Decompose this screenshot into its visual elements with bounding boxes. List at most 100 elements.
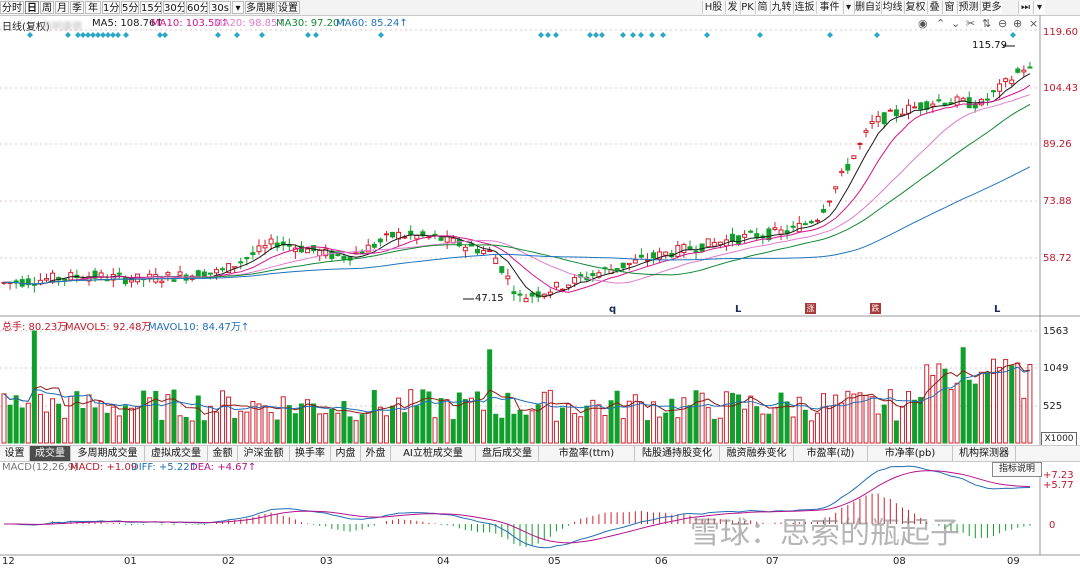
indicator-tab-4[interactable]: 金额 [208, 446, 238, 461]
period-button-14[interactable]: 设置 [276, 1, 300, 14]
volume-bar [766, 413, 772, 444]
period-button-7[interactable]: 5分 [121, 1, 139, 14]
volume-bar [238, 410, 244, 444]
candlestick [371, 243, 377, 248]
candlestick [487, 250, 493, 253]
indicator-tab-13[interactable]: 融资融券变化 [720, 446, 794, 461]
candlestick [43, 278, 49, 281]
next-icon[interactable]: ⏭ [1018, 1, 1032, 14]
signal-diamond [115, 32, 121, 38]
indicator-tab-11[interactable]: 市盈率(ttm) [539, 446, 635, 461]
period-button-13[interactable]: 多周期 [245, 1, 275, 14]
marker-q[interactable]: q [609, 304, 617, 315]
volume-bar [614, 390, 620, 444]
indicator-tab-7[interactable]: 内盘 [331, 446, 361, 461]
close-icon[interactable]: × [1029, 17, 1039, 30]
tool-button-7[interactable]: ▾ [843, 1, 853, 14]
tool-button-6[interactable]: 事件 [816, 1, 842, 14]
tool-button-12[interactable]: 窗 [942, 1, 956, 14]
candlestick [997, 83, 1003, 92]
tool-button-0[interactable]: H股 [702, 1, 724, 14]
volume-bar [742, 408, 748, 444]
event-marker-down[interactable]: 跌 [870, 303, 881, 314]
tool-button-5[interactable]: 连扳 [793, 1, 815, 14]
volume-bar [553, 420, 559, 444]
indicator-tab-8[interactable]: 外盘 [361, 446, 391, 461]
dea-label: DEA: +4.67↑ [190, 462, 257, 473]
price-tick: 104.43 [1043, 83, 1078, 94]
period-button-6[interactable]: 1分 [102, 1, 120, 14]
candlestick [213, 269, 219, 274]
period-button-4[interactable]: 季 [70, 1, 84, 14]
period-button-3[interactable]: 月 [55, 1, 69, 14]
volume-bar [511, 413, 517, 444]
candlestick [317, 249, 323, 257]
volume-bar [984, 372, 990, 444]
tool-button-8[interactable]: 删自选 [854, 1, 880, 14]
indicator-tab-6[interactable]: 换手率 [290, 446, 331, 461]
tool-button-14[interactable]: 更多 [980, 1, 1002, 14]
period-button-2[interactable]: 周 [40, 1, 54, 14]
low-price-label: 47.15 [475, 293, 504, 304]
volume-bar [790, 416, 796, 444]
volume-bar [717, 417, 723, 444]
marker-l[interactable]: L [735, 304, 742, 315]
candlestick [505, 275, 511, 280]
volume-bar [311, 403, 317, 444]
indicator-tab-5[interactable]: 沪深金额 [238, 446, 290, 461]
indicator-tab-12[interactable]: 陆股通持股变化 [635, 446, 720, 461]
period-button-8[interactable]: 15分 [140, 1, 162, 14]
tool-button-1[interactable]: 发 [725, 1, 739, 14]
indicator-tab-1[interactable]: 成交量 [30, 446, 71, 461]
volume-bar [493, 413, 499, 444]
event-marker-up[interactable]: 涨 [805, 303, 816, 314]
zoom-in-icon[interactable]: ⊕ [1013, 17, 1023, 30]
candlestick [462, 246, 468, 252]
scissors-icon[interactable]: ✂ [966, 17, 976, 30]
tool-button-2[interactable]: PK [740, 1, 754, 14]
zoom-out-icon[interactable]: ⊖ [998, 17, 1008, 30]
tool-button-10[interactable]: 复权 [904, 1, 926, 14]
candlestick [553, 281, 559, 288]
indicator-explain-button[interactable]: 指标说明 [992, 462, 1042, 477]
volume-bar [881, 404, 887, 444]
volume-bar [851, 393, 857, 444]
volume-bar [802, 409, 808, 444]
candlestick [456, 239, 462, 247]
period-button-12[interactable]: ▾ [232, 1, 244, 14]
candlestick [1003, 78, 1009, 83]
tool-button-3[interactable]: 简 [755, 1, 769, 14]
signal-diamond [538, 32, 544, 38]
indicator-tab-3[interactable]: 虚拟成交量 [145, 446, 208, 461]
volume-bar [529, 410, 535, 444]
period-button-10[interactable]: 60分 [186, 1, 208, 14]
up-icon[interactable]: ⌃ [936, 17, 946, 30]
period-button-0[interactable]: 分时 [0, 1, 24, 14]
indicator-tab-2[interactable]: 多周期成交量 [71, 446, 145, 461]
marker-l[interactable]: L [994, 304, 1001, 315]
volume-bar [335, 412, 341, 444]
tool-button-13[interactable]: 预测 [957, 1, 979, 14]
signal-diamond [90, 32, 96, 38]
candlestick [323, 248, 329, 257]
tool-button-9[interactable]: 均线 [881, 1, 903, 14]
period-button-9[interactable]: 30分 [163, 1, 185, 14]
indicator-tab-14[interactable]: 市盈率(动) [794, 446, 868, 461]
indicator-tab-16[interactable]: 机构探测器 [953, 446, 1016, 461]
indicator-tab-9[interactable]: AI立桩成交量 [391, 446, 476, 461]
period-button-1[interactable]: 日 [25, 1, 39, 14]
tool-button-11[interactable]: 叠 [927, 1, 941, 14]
indicator-tab-0[interactable]: 设置 [0, 446, 30, 461]
swap-icon[interactable]: ⇅ [982, 17, 992, 30]
indicator-tab-15[interactable]: 市净率(pb) [868, 446, 953, 461]
tool-button-4[interactable]: 九转 [770, 1, 792, 14]
indicator-tab-10[interactable]: 盘后成交量 [476, 446, 539, 461]
period-button-11[interactable]: 30s [209, 1, 231, 14]
period-button-5[interactable]: 年 [85, 1, 101, 14]
down-icon[interactable]: ⌄ [951, 17, 961, 30]
more-dropdown-icon[interactable]: ▾ [1033, 1, 1045, 14]
volume-bar [578, 416, 584, 444]
view-icon[interactable]: ◉ [918, 17, 928, 30]
candlestick [547, 291, 553, 295]
